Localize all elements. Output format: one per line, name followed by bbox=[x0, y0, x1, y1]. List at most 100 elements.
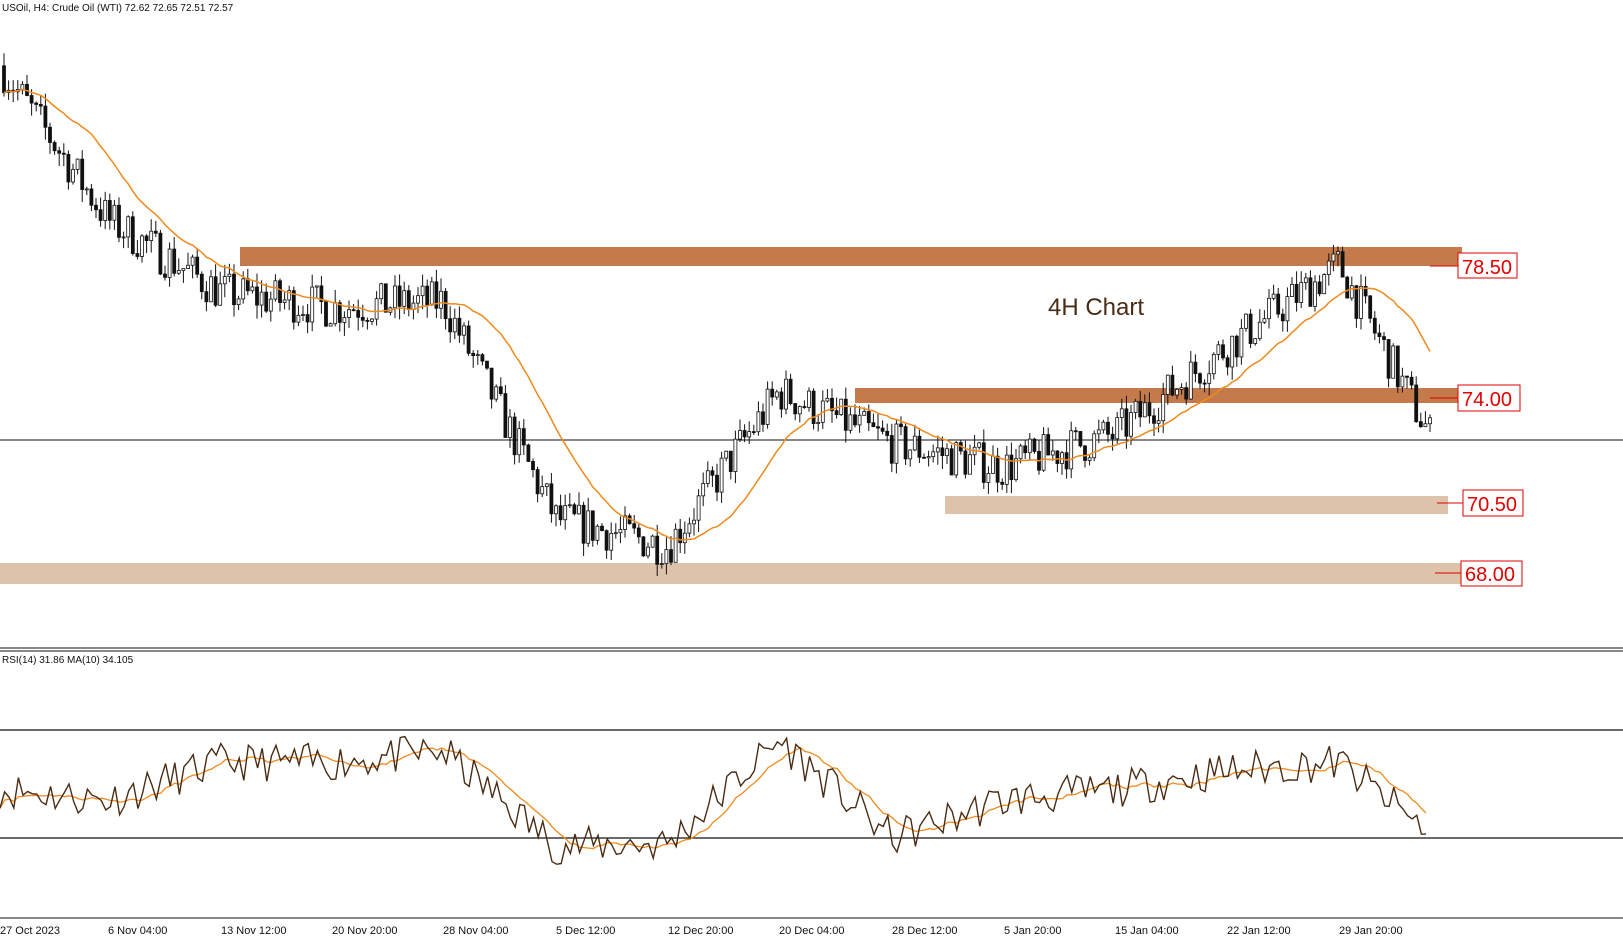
candle-body bbox=[1423, 423, 1428, 428]
candle-body bbox=[429, 281, 434, 306]
candle-body bbox=[1313, 281, 1317, 307]
candle-body bbox=[144, 235, 149, 241]
candle-body bbox=[1156, 420, 1161, 424]
candle-body bbox=[485, 360, 489, 369]
candle-body bbox=[342, 317, 347, 323]
candle-body bbox=[816, 421, 821, 424]
candle-body bbox=[1336, 251, 1340, 255]
candle-body bbox=[655, 535, 660, 565]
candle-body bbox=[71, 169, 75, 183]
candle-body bbox=[1202, 382, 1207, 385]
candle-body bbox=[112, 204, 117, 221]
candle-body bbox=[43, 105, 48, 128]
chart-annotation: 4H Chart bbox=[1048, 294, 1144, 321]
candle-body bbox=[310, 286, 315, 323]
candle-body bbox=[204, 291, 209, 303]
candle-body bbox=[1395, 345, 1400, 388]
candle-body bbox=[1161, 394, 1166, 422]
candle-body bbox=[319, 285, 324, 303]
candle-body bbox=[563, 505, 568, 521]
candle-body bbox=[241, 278, 246, 300]
candle-body bbox=[595, 525, 600, 541]
candle-body bbox=[236, 298, 241, 306]
candle-body bbox=[1073, 430, 1078, 433]
candle-body bbox=[793, 403, 798, 415]
level-box-74-00 bbox=[1457, 384, 1521, 412]
candle-body bbox=[871, 422, 876, 428]
candle-body bbox=[1331, 253, 1336, 262]
candle-body bbox=[443, 290, 448, 320]
candle-body bbox=[1152, 415, 1156, 424]
x-tick-label: 15 Jan 04:00 bbox=[1115, 925, 1179, 937]
candle-body bbox=[48, 126, 52, 143]
candle-body bbox=[259, 291, 264, 306]
candle-body bbox=[687, 523, 692, 534]
candle-body bbox=[811, 390, 816, 424]
candle-body bbox=[494, 386, 499, 400]
candle-body bbox=[356, 310, 361, 318]
rsi-label: RSI(14) 31.86 MA(10) 34.105 bbox=[2, 655, 134, 666]
candle-body bbox=[1230, 335, 1235, 368]
candle-body bbox=[1345, 276, 1350, 299]
candle-body bbox=[577, 504, 581, 515]
candle-body bbox=[1239, 327, 1244, 358]
candle-body bbox=[646, 546, 650, 557]
candle-body bbox=[20, 83, 25, 90]
candle-body bbox=[282, 299, 287, 303]
candle-body bbox=[535, 469, 540, 495]
candle-body bbox=[466, 325, 471, 354]
candle-body bbox=[186, 264, 190, 269]
x-tick-label: 20 Nov 20:00 bbox=[332, 925, 397, 937]
candle-body bbox=[807, 390, 811, 408]
candle-body bbox=[1234, 335, 1239, 358]
candle-body bbox=[926, 456, 931, 459]
candle-body bbox=[526, 444, 531, 462]
level-band-78-50 bbox=[240, 247, 1462, 266]
candle-body bbox=[1069, 430, 1074, 470]
candle-body bbox=[512, 416, 517, 456]
candle-body bbox=[209, 276, 213, 303]
candle-body bbox=[1119, 408, 1124, 418]
candle-body bbox=[876, 426, 880, 429]
level-box-78-50 bbox=[1457, 252, 1518, 279]
candle-body bbox=[954, 442, 959, 476]
candle-body bbox=[98, 209, 103, 221]
candle-body bbox=[1165, 374, 1170, 395]
candle-body bbox=[613, 532, 618, 535]
candle-body bbox=[802, 406, 807, 408]
candle-body bbox=[1193, 361, 1198, 375]
candle-body bbox=[57, 150, 62, 154]
candle-body bbox=[830, 397, 834, 412]
candle-body bbox=[61, 152, 66, 155]
candle-body bbox=[103, 200, 108, 221]
level-band-70-50 bbox=[945, 496, 1448, 514]
candle-body bbox=[1280, 313, 1285, 322]
candle-body bbox=[1004, 454, 1009, 485]
candle-body bbox=[995, 455, 1000, 483]
candle-body bbox=[1382, 336, 1386, 340]
candle-body bbox=[673, 528, 678, 563]
candle-body bbox=[931, 451, 936, 457]
candle-body bbox=[140, 235, 144, 257]
candle-body bbox=[728, 450, 733, 472]
level-band-68-00 bbox=[0, 563, 1462, 584]
candle-body bbox=[945, 448, 949, 457]
candle-body bbox=[935, 447, 940, 453]
x-tick-label: 6 Nov 04:00 bbox=[108, 925, 167, 937]
candle-body bbox=[682, 532, 687, 544]
candle-body bbox=[195, 256, 200, 275]
candle-body bbox=[1216, 344, 1221, 355]
candle-body bbox=[581, 504, 586, 544]
candle-body bbox=[701, 483, 706, 497]
candle-body bbox=[664, 549, 669, 564]
level-value-68-00: 68.00 bbox=[1465, 564, 1515, 586]
candle-body bbox=[471, 352, 476, 357]
candle-body bbox=[199, 273, 204, 293]
candle-body bbox=[255, 286, 259, 306]
candle-body bbox=[1078, 431, 1083, 447]
candle-body bbox=[393, 285, 397, 309]
candle-body bbox=[641, 536, 646, 557]
candle-body bbox=[1009, 454, 1014, 481]
candle-body bbox=[1027, 438, 1032, 454]
candle-body bbox=[149, 230, 154, 241]
